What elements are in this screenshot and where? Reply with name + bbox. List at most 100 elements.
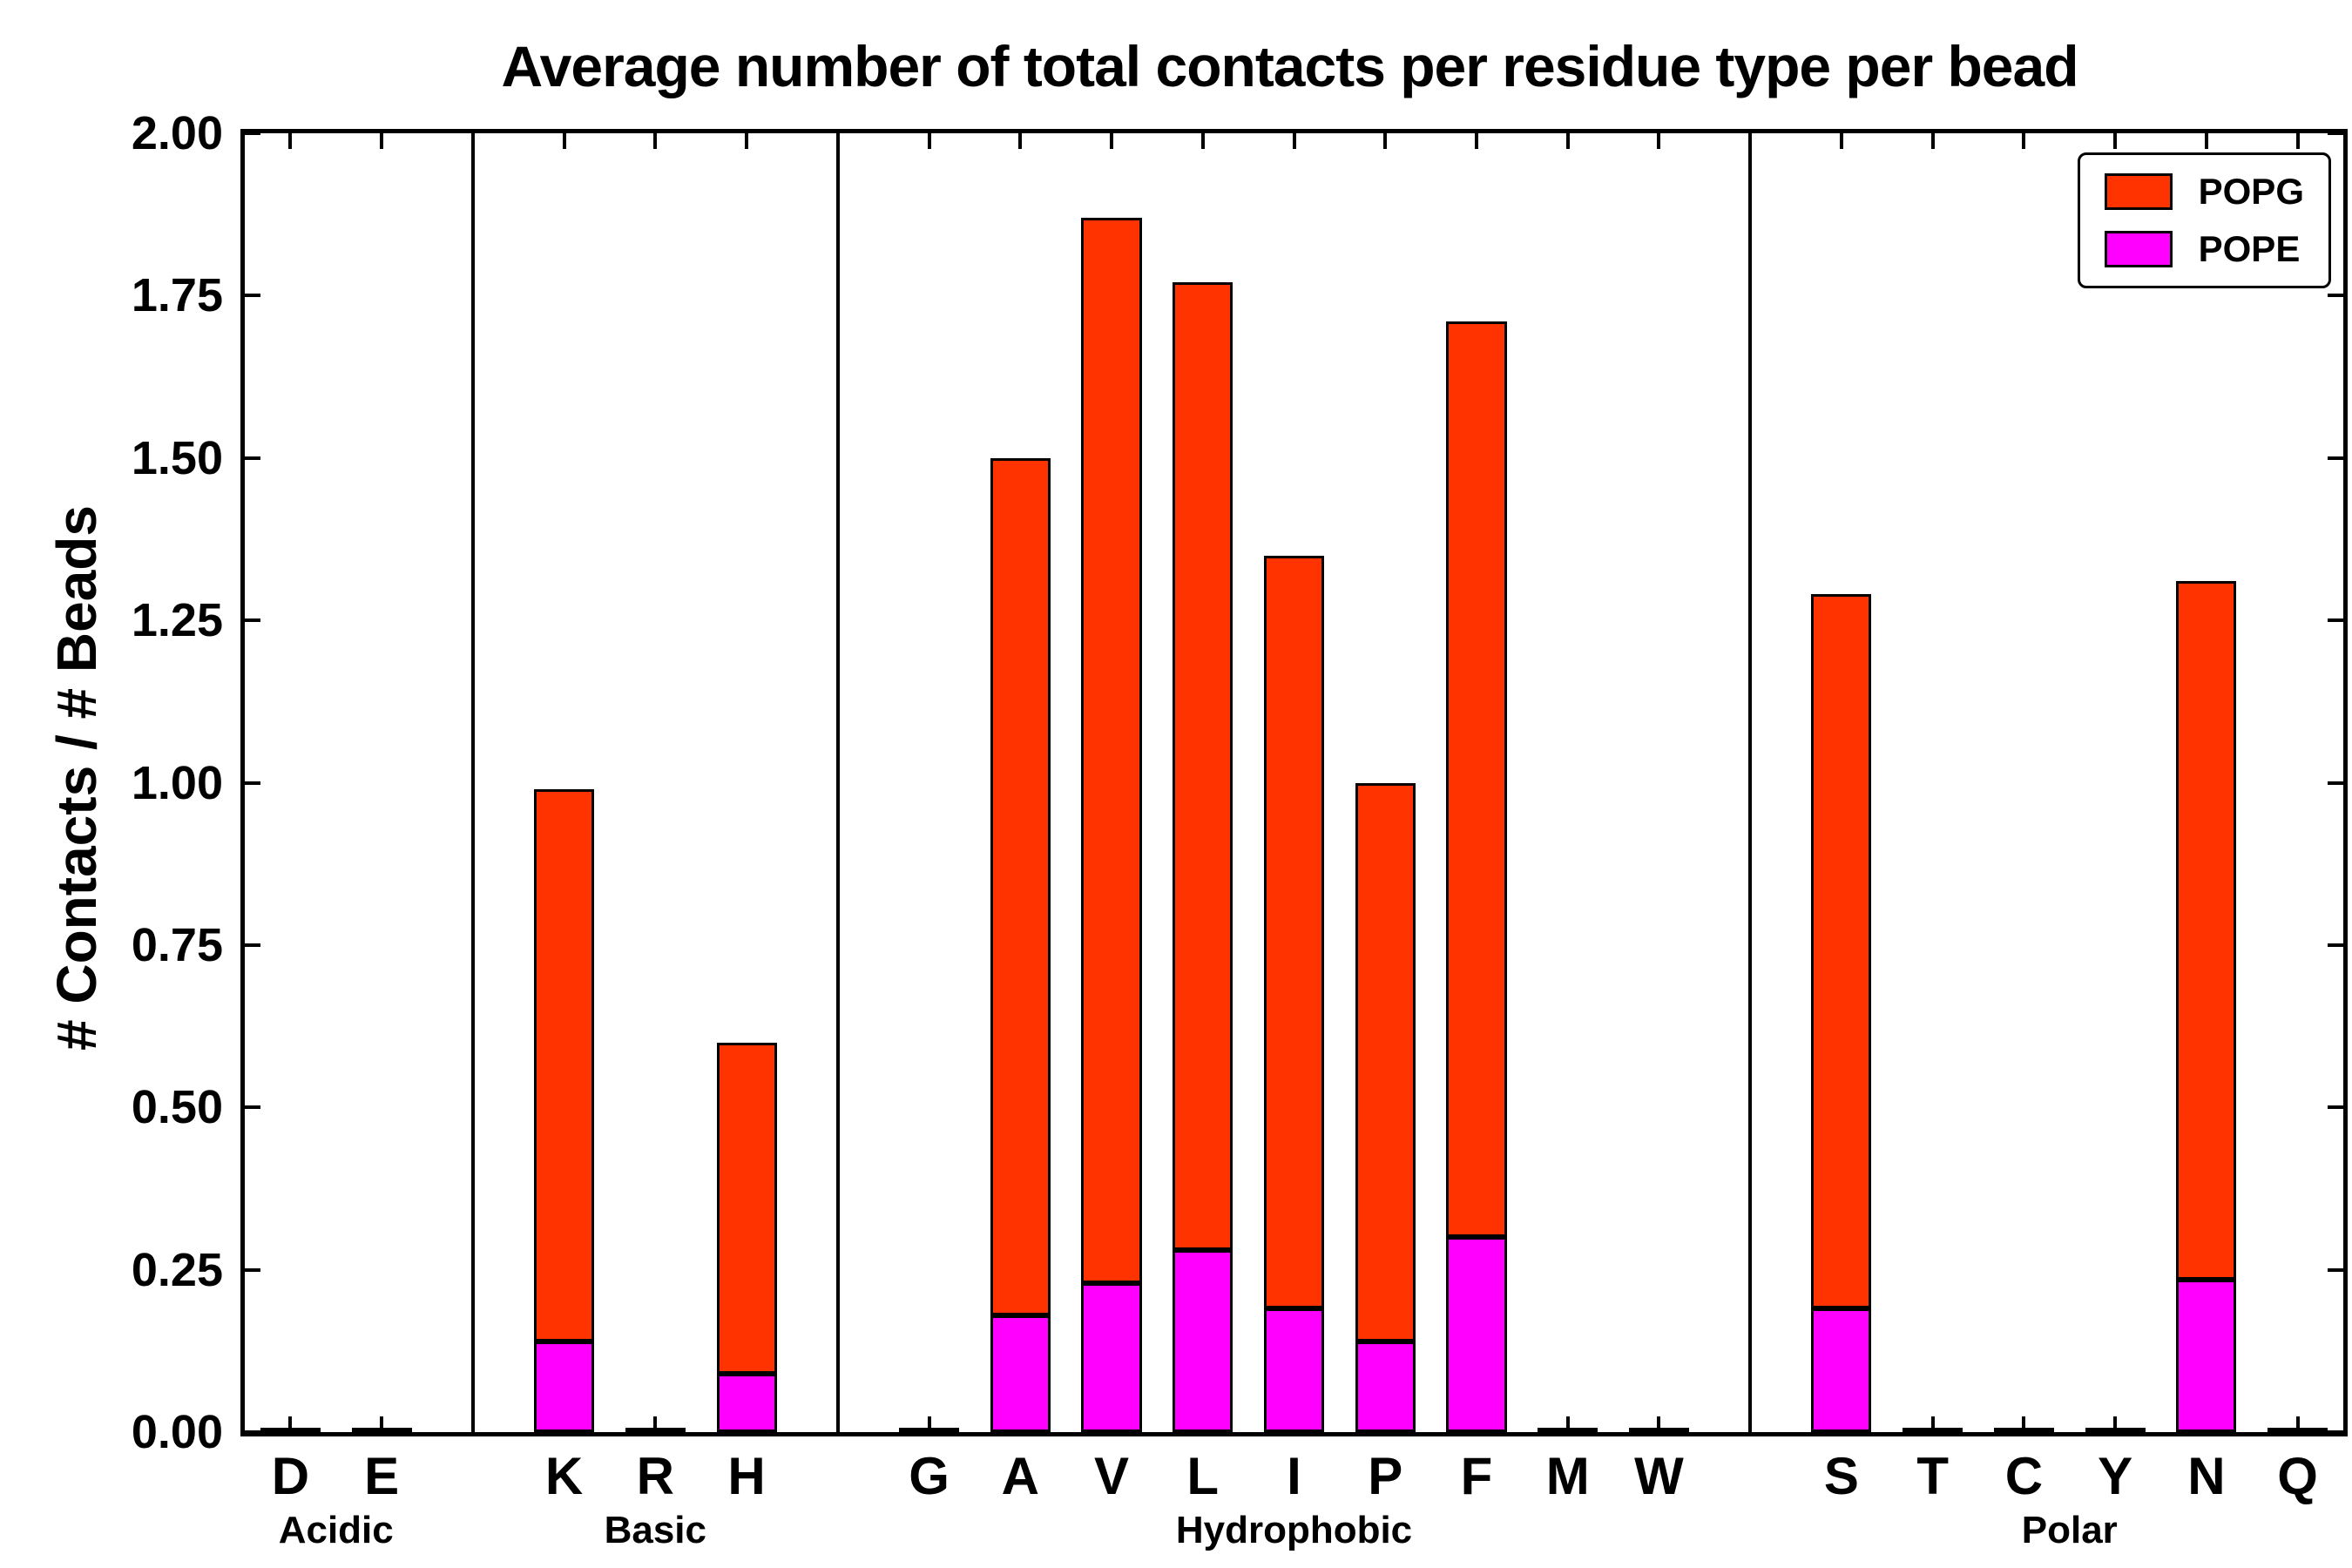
legend-item-pope: POPE <box>2104 228 2304 270</box>
y-tick <box>245 294 260 298</box>
x-tick <box>927 1416 931 1432</box>
x-tick-label-T: T <box>1916 1447 1949 1505</box>
x-tick-label-A: A <box>1001 1447 1039 1505</box>
x-tick <box>1657 1416 1661 1432</box>
y-tick <box>2328 1267 2343 1272</box>
bar-pope-P <box>1355 1341 1416 1432</box>
bar-popg-V <box>1081 217 1142 1283</box>
group-divider <box>470 133 475 1432</box>
y-tick <box>2328 1430 2343 1434</box>
x-tick-label-M: M <box>1545 1447 1590 1505</box>
x-tick <box>1018 133 1023 149</box>
x-tick-label-E: E <box>364 1447 400 1505</box>
group-divider <box>835 133 840 1432</box>
x-tick-label-Y: Y <box>2098 1447 2133 1505</box>
y-tick <box>2328 294 2343 298</box>
y-tick <box>2328 943 2343 947</box>
group-divider <box>1748 133 1753 1432</box>
x-tick <box>2113 133 2118 149</box>
y-tick-label: 0.50 <box>131 1081 223 1134</box>
x-tick <box>288 133 293 149</box>
x-tick <box>653 133 658 149</box>
x-tick <box>2022 133 2026 149</box>
x-tick <box>2204 133 2208 149</box>
bar-pope-I <box>1263 1308 1325 1432</box>
x-tick-label-K: K <box>544 1447 584 1505</box>
x-tick-label-W: W <box>1634 1447 1684 1505</box>
legend-label-popg: POPG <box>2198 171 2304 212</box>
x-tick-label-F: F <box>1460 1447 1493 1505</box>
y-tick <box>2328 618 2343 623</box>
x-tick <box>1474 133 1478 149</box>
legend: POPG POPE <box>2077 152 2331 288</box>
zero-bar-Y <box>2085 1428 2146 1432</box>
bar-popg-L <box>1173 282 1233 1251</box>
x-tick <box>288 1416 293 1432</box>
bar-popg-I <box>1263 555 1325 1309</box>
pope-color-swatch <box>2104 231 2173 267</box>
zero-bar-T <box>1903 1428 1963 1432</box>
legend-label-pope: POPE <box>2198 228 2301 269</box>
x-tick-label-H: H <box>727 1447 766 1505</box>
x-tick-label-V: V <box>1094 1447 1130 1505</box>
x-tick <box>1930 133 1935 149</box>
zero-bar-E <box>351 1428 412 1432</box>
bar-pope-L <box>1173 1250 1233 1432</box>
x-tick-label-P: P <box>1368 1447 1403 1505</box>
y-tick <box>2328 132 2343 135</box>
x-tick <box>2113 1416 2118 1432</box>
bar-popg-F <box>1446 321 1507 1238</box>
bar-popg-A <box>990 457 1051 1315</box>
bar-popg-P <box>1355 782 1416 1342</box>
zero-bar-Q <box>2268 1428 2328 1432</box>
x-tick-label-Q: Q <box>2277 1447 2318 1505</box>
y-tick <box>245 456 260 460</box>
group-label-acidic: Acidic <box>278 1509 394 1551</box>
x-tick <box>927 133 931 149</box>
x-tick <box>2022 1416 2026 1432</box>
x-tick-label-L: L <box>1186 1447 1220 1505</box>
x-tick-label-S: S <box>1823 1447 1859 1505</box>
x-tick <box>745 133 749 149</box>
y-tick-label: 1.00 <box>131 756 223 809</box>
y-tick <box>245 132 260 135</box>
bar-popg-H <box>716 1042 777 1374</box>
x-tick <box>1565 1416 1570 1432</box>
x-tick <box>380 133 384 149</box>
bar-pope-K <box>534 1341 595 1432</box>
plot-area: POPG POPE <box>240 129 2348 1436</box>
y-tick-label: 1.25 <box>131 594 223 647</box>
zero-bar-R <box>625 1428 686 1432</box>
x-tick <box>1110 133 1114 149</box>
bar-pope-S <box>1811 1308 1872 1432</box>
x-tick <box>380 1416 384 1432</box>
x-tick <box>1383 133 1388 149</box>
group-label-polar: Polar <box>2021 1509 2118 1551</box>
bar-pope-V <box>1081 1282 1142 1432</box>
zero-bar-G <box>898 1428 960 1432</box>
y-tick <box>245 943 260 947</box>
bar-pope-H <box>716 1373 777 1432</box>
bar-pope-A <box>990 1315 1051 1432</box>
y-tick-label: 1.75 <box>131 269 223 322</box>
legend-item-popg: POPG <box>2104 171 2304 213</box>
y-tick <box>2328 1105 2343 1110</box>
y-tick <box>2328 456 2343 460</box>
bar-popg-K <box>534 788 595 1342</box>
y-tick <box>245 1267 260 1272</box>
x-tick <box>1292 133 1296 149</box>
x-tick-label-R: R <box>636 1447 674 1505</box>
y-tick-label: 0.00 <box>131 1406 223 1458</box>
y-tick <box>245 781 260 785</box>
bar-pope-N <box>2176 1279 2237 1432</box>
y-tick-label: 2.00 <box>131 107 223 159</box>
group-label-hydrophobic: Hydrophobic <box>1175 1509 1413 1551</box>
x-tick <box>1839 133 1843 149</box>
y-tick <box>245 1430 260 1434</box>
bar-popg-S <box>1811 594 1872 1309</box>
x-tick <box>2295 1416 2300 1432</box>
x-tick-label-I: I <box>1287 1447 1301 1505</box>
x-tick <box>2295 133 2300 149</box>
y-tick-label: 0.25 <box>131 1243 223 1296</box>
